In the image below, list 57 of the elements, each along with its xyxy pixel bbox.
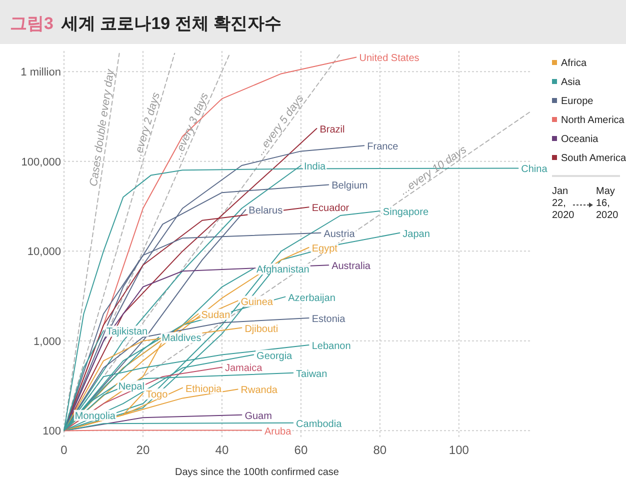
series-label: Mongolia: [74, 410, 116, 422]
series-label: Aruba: [264, 426, 292, 438]
category-label: Oceania: [561, 134, 599, 145]
series-label: India: [304, 162, 326, 173]
series-label: Estonia: [312, 314, 346, 326]
series-label: United States: [359, 53, 420, 64]
series-label: Tajikistan: [106, 326, 148, 338]
y-tick-label: 1 million: [20, 66, 61, 79]
text: May 16, 2020: [596, 186, 619, 221]
x-tick-label: 60: [294, 443, 308, 457]
series-label: Brazil: [320, 124, 345, 136]
series-label: Taiwan: [296, 368, 328, 380]
series-label: Nepal: [118, 381, 144, 392]
category-label: South America: [561, 153, 626, 164]
series-label: France: [367, 142, 399, 153]
y-tick-label: 100,000: [21, 156, 61, 168]
series-label: Australia: [332, 261, 371, 272]
series-label: Lebanon: [312, 341, 351, 352]
text: Cases double every day: [88, 67, 118, 188]
series-label: Guam: [244, 410, 272, 422]
y-tick-label: 1,000: [33, 336, 61, 348]
chart-title: 그림3 세계 코로나19 전체 확진자수: [10, 14, 282, 33]
category-label: Africa: [561, 58, 587, 69]
series-label: Togo: [146, 389, 168, 400]
y-tick-label: 10,000: [27, 246, 61, 258]
series-label: Singapore: [382, 207, 429, 218]
x-axis-title: Days since the 100th confirmed case: [175, 467, 340, 478]
series-label: Jamaica: [224, 363, 263, 374]
series-label: Ecuador: [312, 203, 350, 214]
series-label: China: [521, 164, 548, 176]
series-label: Belgium: [332, 180, 368, 192]
text: ...every 3 days: [171, 90, 212, 162]
series-label: Rwanda: [240, 385, 278, 396]
series-label: Sudan: [201, 310, 230, 321]
series-label: Azerbaijan: [288, 292, 336, 304]
series-label: Afghanistan: [256, 264, 310, 276]
series-label: Austria: [324, 228, 356, 240]
category-label: Asia: [561, 77, 581, 88]
x-tick-label: 80: [373, 443, 387, 457]
y-tick-label: 100: [42, 426, 61, 438]
category-label: Europe: [561, 96, 594, 107]
series-label: Djibouti: [244, 324, 278, 335]
text: Jan 22, 2020: [552, 186, 575, 221]
series-label: Belarus: [248, 206, 283, 217]
x-tick-label: 0: [60, 443, 68, 457]
x-tick-label: 100: [448, 443, 470, 457]
series-label: Japan: [402, 228, 430, 240]
series-label: Guinea: [240, 296, 274, 308]
x-tick-label: 20: [136, 443, 150, 457]
series-label: Cambodia: [296, 418, 342, 430]
series-label: Georgia: [256, 350, 293, 362]
series-label: Maldives: [162, 333, 202, 344]
category-label: North America: [561, 115, 625, 126]
series-label: Egypt: [312, 243, 338, 254]
x-tick-label: 40: [215, 443, 229, 457]
text: ...every 2 days: [130, 90, 163, 164]
series-label: Ethiopia: [185, 384, 222, 395]
